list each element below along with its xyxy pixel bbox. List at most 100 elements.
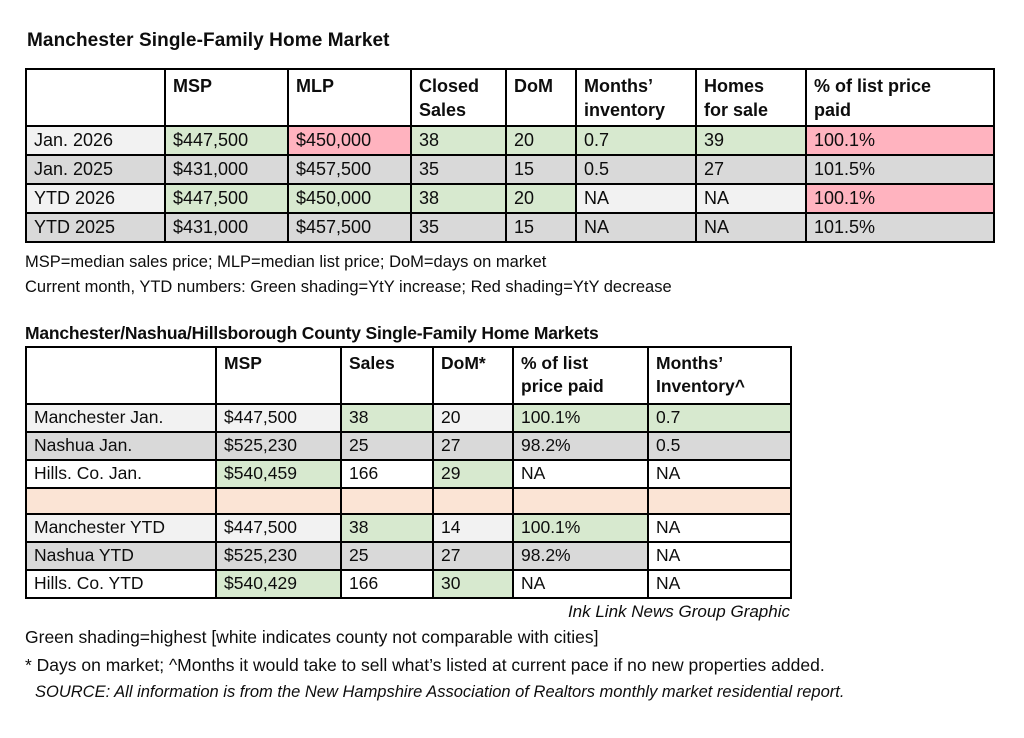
data-cell: NA — [647, 458, 792, 489]
column-header: Homes for sale — [695, 68, 807, 127]
column-header: DoM — [505, 68, 577, 127]
data-cell: $525,230 — [215, 540, 342, 571]
graphic-credit: Ink Link News Group Graphic — [567, 601, 790, 621]
row-label: Jan. 2025 — [25, 153, 166, 185]
data-cell: 20 — [432, 402, 514, 433]
column-header: Months’ inventory — [575, 68, 697, 127]
column-header: DoM* — [432, 345, 514, 405]
table-row: Jan. 2025 $431,000 $457,500 35 15 0.5 27 101.5% — [25, 153, 995, 185]
data-cell: 166 — [340, 458, 434, 489]
data-cell: $457,500 — [287, 153, 412, 185]
data-cell — [340, 486, 434, 515]
data-cell: 101.5% — [805, 153, 995, 185]
row-label: Nashua Jan. — [25, 430, 217, 461]
county-table-title: Manchester/Nashua/Hillsborough County Si… — [25, 322, 599, 343]
data-cell: NA — [647, 540, 792, 571]
data-cell: $447,500 — [215, 512, 342, 543]
data-cell: 0.5 — [575, 153, 697, 185]
data-cell: NA — [695, 182, 807, 214]
green-shading-legend: Green shading=highest [white indicates c… — [25, 626, 599, 647]
data-cell: 27 — [695, 153, 807, 185]
data-cell: 35 — [410, 153, 507, 185]
data-cell: 98.2% — [512, 540, 649, 571]
header-row: MSP MLP Closed Sales DoM Months’ inventory Ho… — [25, 68, 995, 127]
data-cell: 166 — [340, 568, 434, 599]
data-cell: $540,429 — [215, 568, 342, 599]
table-row: Hills. Co. YTD $540,429 166 30 NA NA — [25, 568, 792, 599]
row-label — [25, 486, 217, 515]
data-cell: 14 — [432, 512, 514, 543]
data-cell: $447,500 — [164, 182, 289, 214]
data-cell: 30 — [432, 568, 514, 599]
manchester-market-table: MSP MLP Closed Sales DoM Months’ inventory Ho… — [25, 68, 995, 243]
symbols-footnote: * Days on market; ^Months it would take … — [25, 654, 825, 675]
data-cell: 38 — [340, 402, 434, 433]
table1-notes: MSP=median sales price; MLP=median list … — [25, 250, 1000, 301]
data-cell: 100.1% — [805, 124, 995, 156]
data-cell — [647, 486, 792, 515]
column-header: MSP — [164, 68, 289, 127]
data-cell: 27 — [432, 430, 514, 461]
data-cell — [215, 486, 342, 515]
column-header — [25, 68, 166, 127]
data-cell: 38 — [340, 512, 434, 543]
data-cell: $431,000 — [164, 153, 289, 185]
data-cell: NA — [647, 512, 792, 543]
data-cell: 98.2% — [512, 430, 649, 461]
table-row: Nashua YTD $525,230 25 27 98.2% NA — [25, 540, 792, 571]
table-row: YTD 2025 $431,000 $457,500 35 15 NA NA 101.5% — [25, 211, 995, 243]
column-header: MLP — [287, 68, 412, 127]
table-row: Jan. 2026 $447,500 $450,000 38 20 0.7 39 100.1% — [25, 124, 995, 156]
column-header: Sales — [340, 345, 434, 405]
data-cell: 100.1% — [512, 512, 649, 543]
data-cell: 15 — [505, 211, 577, 243]
data-cell: 0.7 — [575, 124, 697, 156]
data-cell: NA — [695, 211, 807, 243]
row-label: YTD 2026 — [25, 182, 166, 214]
data-cell: $447,500 — [164, 124, 289, 156]
row-label: Hills. Co. YTD — [25, 568, 217, 599]
table-row: YTD 2026 $447,500 $450,000 38 20 NA NA 100.1% — [25, 182, 995, 214]
data-cell: $431,000 — [164, 211, 289, 243]
shading-note: Current month, YTD numbers: Green shadin… — [25, 278, 672, 297]
column-header: % of list price paid — [512, 345, 649, 405]
county-comparison-table: MSP Sales DoM*% of list price paid Months’ … — [25, 345, 792, 599]
data-cell — [432, 486, 514, 515]
data-cell: 35 — [410, 211, 507, 243]
data-cell: $450,000 — [287, 182, 412, 214]
row-label: Hills. Co. Jan. — [25, 458, 217, 489]
data-cell: 101.5% — [805, 211, 995, 243]
row-label: YTD 2025 — [25, 211, 166, 243]
table-row: Nashua Jan. $525,230 25 27 98.2% 0.5 — [25, 430, 792, 461]
header-row: MSP Sales DoM*% of list price paid Months’ … — [25, 345, 792, 405]
row-label: Nashua YTD — [25, 540, 217, 571]
data-cell: NA — [512, 568, 649, 599]
data-cell: $450,000 — [287, 124, 412, 156]
data-cell: $457,500 — [287, 211, 412, 243]
data-cell: 27 — [432, 540, 514, 571]
source-line: SOURCE: All information is from the New … — [35, 682, 845, 701]
data-cell: $447,500 — [215, 402, 342, 433]
data-cell: 25 — [340, 430, 434, 461]
data-cell: 38 — [410, 182, 507, 214]
data-cell: 20 — [505, 182, 577, 214]
data-cell: 39 — [695, 124, 807, 156]
data-cell: 0.7 — [647, 402, 792, 433]
data-cell: $540,459 — [215, 458, 342, 489]
row-label: Manchester Jan. — [25, 402, 217, 433]
column-header: Closed Sales — [410, 68, 507, 127]
data-cell: 15 — [505, 153, 577, 185]
abbreviation-note: MSP=median sales price; MLP=median list … — [25, 252, 547, 271]
data-cell: $525,230 — [215, 430, 342, 461]
column-header — [25, 345, 217, 405]
graphic-page: Manchester Single-Family Home Market MSP… — [25, 30, 1000, 701]
table-row: Manchester Jan. $447,500 38 20 100.1% 0.7 — [25, 402, 792, 433]
table-row: Hills. Co. Jan. $540,459 166 29 NA NA — [25, 458, 792, 489]
row-label: Manchester YTD — [25, 512, 217, 543]
data-cell: 100.1% — [805, 182, 995, 214]
column-header: % of list price paid — [805, 68, 995, 127]
data-cell: 38 — [410, 124, 507, 156]
column-header: Months’ Inventory^ — [647, 345, 792, 405]
data-cell: NA — [647, 568, 792, 599]
data-cell: NA — [575, 211, 697, 243]
